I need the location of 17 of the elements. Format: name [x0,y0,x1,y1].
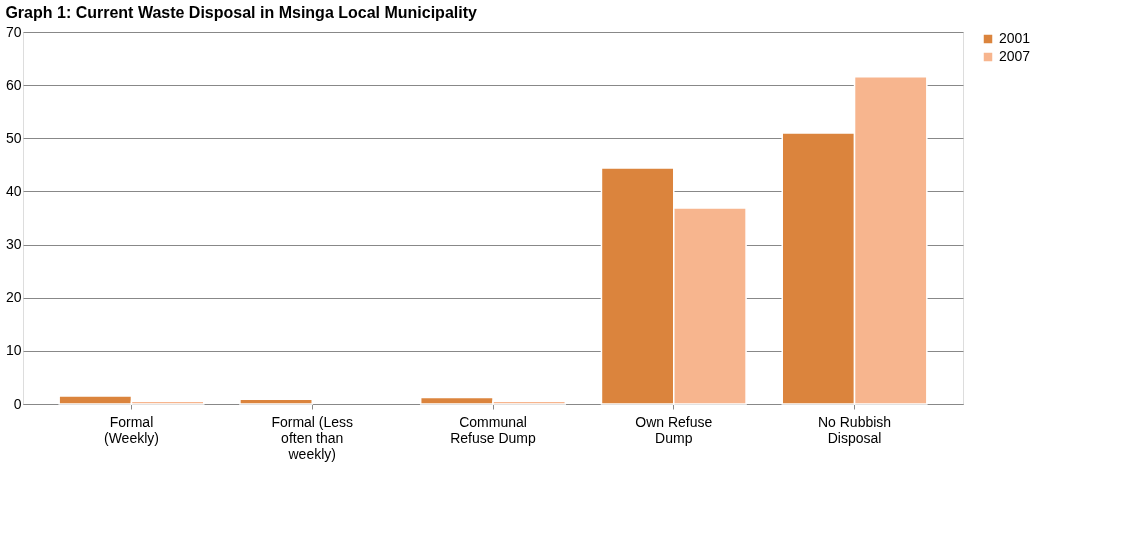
y-tick-label: 10 [5,342,22,359]
legend-label: 2001 [999,30,1031,46]
x-tick-label: Formal (Less often than weekly) [271,413,354,462]
x-tick-label: No Rubbish Disposal [817,413,892,446]
x-tick-label: Communal Refuse Dump [450,413,537,446]
x-tick-label: Own Refuse Dump [635,413,713,446]
y-tick-label: 60 [5,76,22,93]
legend-label: 2007 [999,48,1031,64]
y-tick-label: 70 [5,23,22,40]
bar [239,398,313,405]
y-tick-label: 50 [5,129,22,146]
y-tick-label: 20 [5,289,22,306]
y-tick-label: 30 [5,236,22,253]
chart-title: Graph 1: Current Waste Disposal in Msinga Local Municipality [5,4,478,21]
y-tick-label: 0 [13,395,22,412]
y-tick-label: 40 [5,182,22,199]
x-tick-label: Formal (Weekly) [103,413,159,446]
